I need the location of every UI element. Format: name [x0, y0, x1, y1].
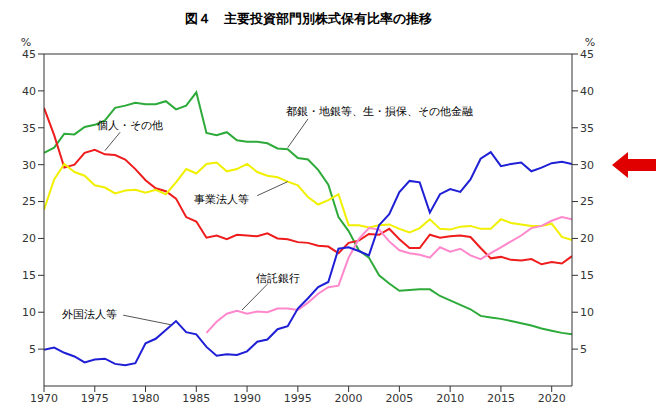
- svg-text:1995: 1995: [284, 392, 312, 405]
- svg-text:5: 5: [580, 343, 587, 356]
- svg-text:事業法人等: 事業法人等: [194, 193, 249, 206]
- svg-text:%: %: [21, 36, 31, 49]
- svg-text:35: 35: [22, 122, 36, 135]
- html-text:図４ 主要投資部門別株式保有比率の推移: 図４ 主要投資部門別株式保有比率の推移: [184, 11, 432, 26]
- svg-text:10: 10: [22, 306, 36, 319]
- svg-text:1975: 1975: [81, 392, 109, 405]
- svg-text:5: 5: [29, 343, 36, 356]
- svg-text:40: 40: [22, 85, 36, 98]
- svg-text:1980: 1980: [132, 392, 160, 405]
- svg-text:30: 30: [580, 159, 594, 172]
- svg-text:35: 35: [580, 122, 594, 135]
- svg-text:20: 20: [580, 232, 594, 245]
- svg-text:45: 45: [580, 48, 594, 61]
- svg-text:15: 15: [22, 269, 36, 282]
- svg-text:外国法人等: 外国法人等: [62, 308, 117, 321]
- svg-text:10: 10: [580, 306, 594, 319]
- svg-text:2000: 2000: [335, 392, 363, 405]
- svg-text:40: 40: [580, 85, 594, 98]
- svg-text:2020: 2020: [538, 392, 566, 405]
- svg-text:都銀・地銀等、生・損保、その他金融: 都銀・地銀等、生・損保、その他金融: [286, 105, 473, 118]
- svg-text:信託銀行: 信託銀行: [256, 272, 300, 285]
- svg-text:2010: 2010: [436, 392, 464, 405]
- svg-text:25: 25: [580, 195, 594, 208]
- svg-text:1990: 1990: [233, 392, 261, 405]
- svg-text:個人・その他: 個人・その他: [97, 119, 163, 132]
- svg-text:%: %: [585, 36, 595, 49]
- svg-text:25: 25: [22, 195, 36, 208]
- svg-text:2005: 2005: [385, 392, 413, 405]
- svg-text:2015: 2015: [487, 392, 515, 405]
- svg-text:45: 45: [22, 48, 36, 61]
- svg-text:30: 30: [22, 159, 36, 172]
- svg-text:1970: 1970: [30, 392, 58, 405]
- svg-text:15: 15: [580, 269, 594, 282]
- svg-text:1985: 1985: [182, 392, 210, 405]
- svg-text:20: 20: [22, 232, 36, 245]
